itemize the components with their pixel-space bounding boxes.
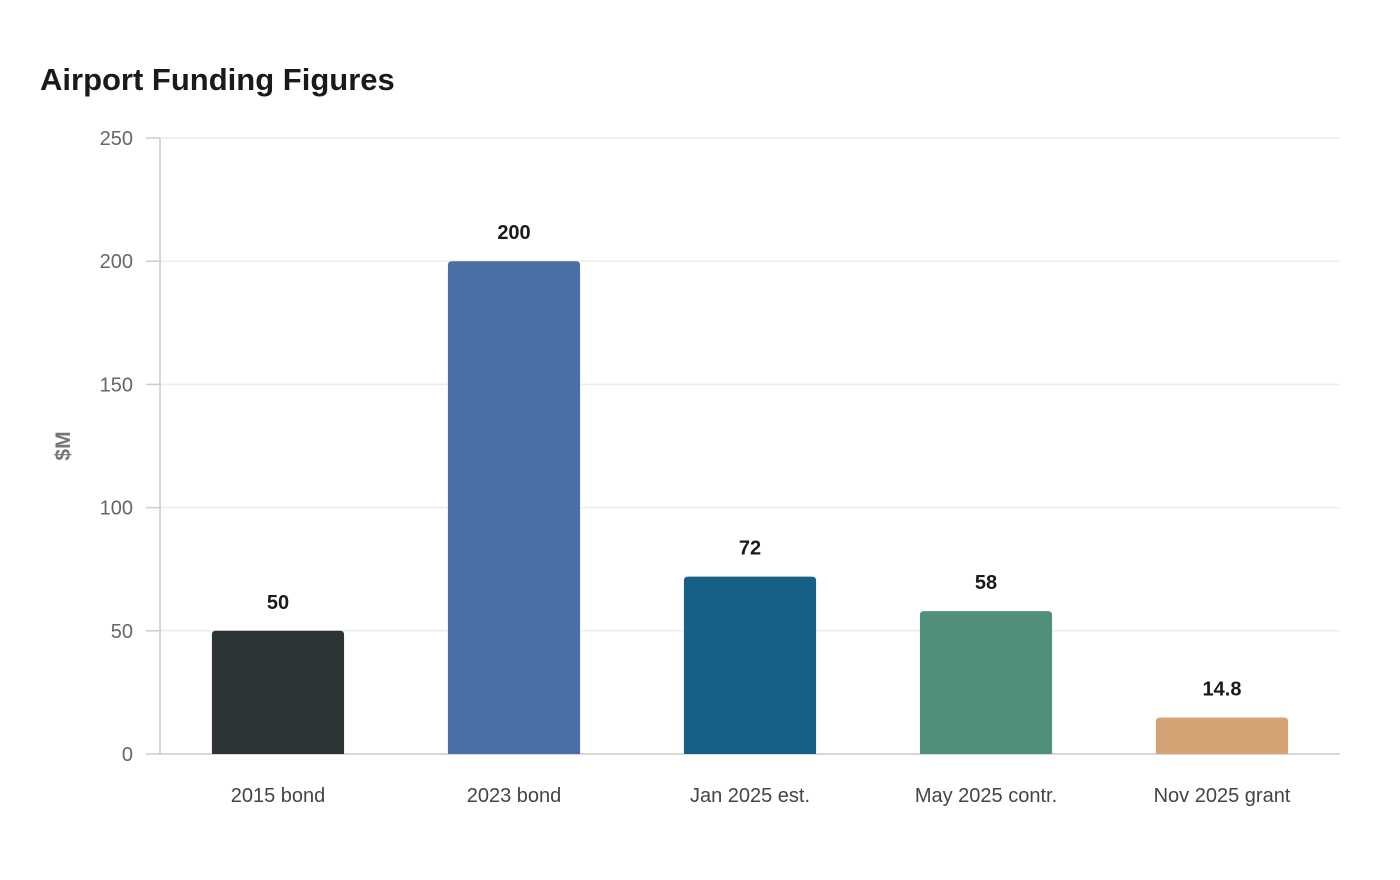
bars [211, 261, 1289, 754]
x-tick-label: Nov 2025 grant [1154, 785, 1291, 807]
bar-2015-bond [211, 630, 345, 754]
x-tick-labels: 2015 bond 2023 bond Jan 2025 est. May 2025 … [231, 785, 1291, 807]
x-tick-label: 2015 bond [231, 785, 326, 807]
y-axis-label: $M [52, 431, 75, 460]
y-tick-labels: 0 50 100 150 200 250 [100, 128, 133, 766]
y-tick-label: 0 [122, 744, 133, 766]
bar-may-2025-contr [919, 611, 1053, 754]
data-label: 14.8 [1203, 679, 1242, 701]
bar-nov-2025-grant [1155, 717, 1289, 754]
y-tick-label: 250 [100, 128, 133, 150]
data-label: 200 [497, 222, 530, 244]
data-labels: 50 200 72 58 14.8 [267, 222, 1242, 700]
chart-title: Airport Funding Figures [40, 62, 395, 97]
x-tick-label: 2023 bond [467, 785, 562, 807]
x-tick-label: Jan 2025 est. [690, 785, 810, 807]
y-tick-label: 200 [100, 251, 133, 273]
x-tick-label: May 2025 contr. [915, 785, 1057, 807]
gridlines [160, 137, 1340, 632]
data-label: 58 [975, 572, 997, 594]
y-tick-label: 50 [111, 621, 133, 643]
bar-jan-2025-est [683, 576, 817, 754]
data-label: 50 [267, 592, 289, 614]
y-tick-label: 100 [100, 498, 133, 520]
data-label: 72 [739, 538, 761, 560]
y-tick-label: 150 [100, 374, 133, 396]
bar-2023-bond [447, 261, 581, 754]
